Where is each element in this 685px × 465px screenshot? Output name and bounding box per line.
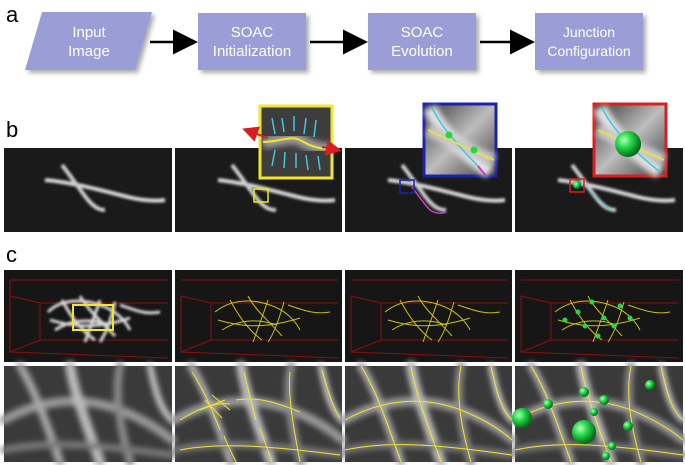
- c-zoom-1: [0, 361, 177, 465]
- panel-c-top: [4, 270, 683, 362]
- c-zoom-3-traces: [344, 365, 513, 463]
- panel-b: [4, 102, 683, 232]
- c1-filament-tangle: [46, 295, 161, 343]
- flowchart: Input Image SOAC Initialization SOAC Evo…: [25, 12, 643, 70]
- step-4-line2: Configuration: [547, 43, 630, 59]
- c1-yellow-roi: [72, 304, 114, 331]
- red-stretch-arrow-left: [242, 126, 269, 142]
- red-inset-junction-ball: [615, 131, 641, 157]
- step-4-line1: Junction: [563, 24, 615, 40]
- yellow-zoom-inset: [242, 104, 342, 180]
- soac-evolution-box: [368, 13, 476, 70]
- c4-network: [554, 295, 671, 343]
- b4-red-roi: [569, 178, 585, 193]
- step-3-line1: SOAC: [401, 24, 444, 41]
- red-zoom-inset: [592, 102, 668, 178]
- force-arrows: [271, 116, 321, 171]
- input-image-box: [25, 12, 152, 70]
- b2-filaments: [217, 163, 336, 212]
- b-tile-1: [4, 148, 172, 232]
- step-1-line1: Input: [72, 24, 106, 41]
- c3-network: [384, 295, 501, 343]
- b2-yellow-roi: [253, 188, 269, 203]
- panel-c-bottom: [0, 361, 685, 465]
- b3-blue-roi: [399, 179, 415, 194]
- step-2-line2: Initialization: [213, 43, 291, 60]
- step-2-line1: SOAC: [231, 24, 274, 41]
- blue-zoom-inset: [422, 102, 498, 178]
- soac-initialization-box: [198, 13, 306, 70]
- b1-filaments: [44, 163, 166, 212]
- c-zoom-4-junction-balls: [512, 380, 655, 460]
- panel-b-letter: b: [6, 117, 19, 142]
- panel-a-letter: a: [6, 2, 19, 27]
- c-zoom-2-traces: [179, 369, 341, 463]
- junction-configuration-box: [535, 13, 643, 70]
- c2-network: [214, 295, 331, 343]
- step-1-line2: Image: [68, 43, 110, 60]
- panel-c-letter: c: [6, 242, 17, 267]
- step-3-line2: Evolution: [391, 43, 453, 60]
- b4-junction-ball: [573, 181, 581, 189]
- c4-junction-dots: [562, 299, 633, 339]
- b3-filaments: [387, 163, 506, 212]
- red-stretch-arrow-right: [321, 139, 342, 156]
